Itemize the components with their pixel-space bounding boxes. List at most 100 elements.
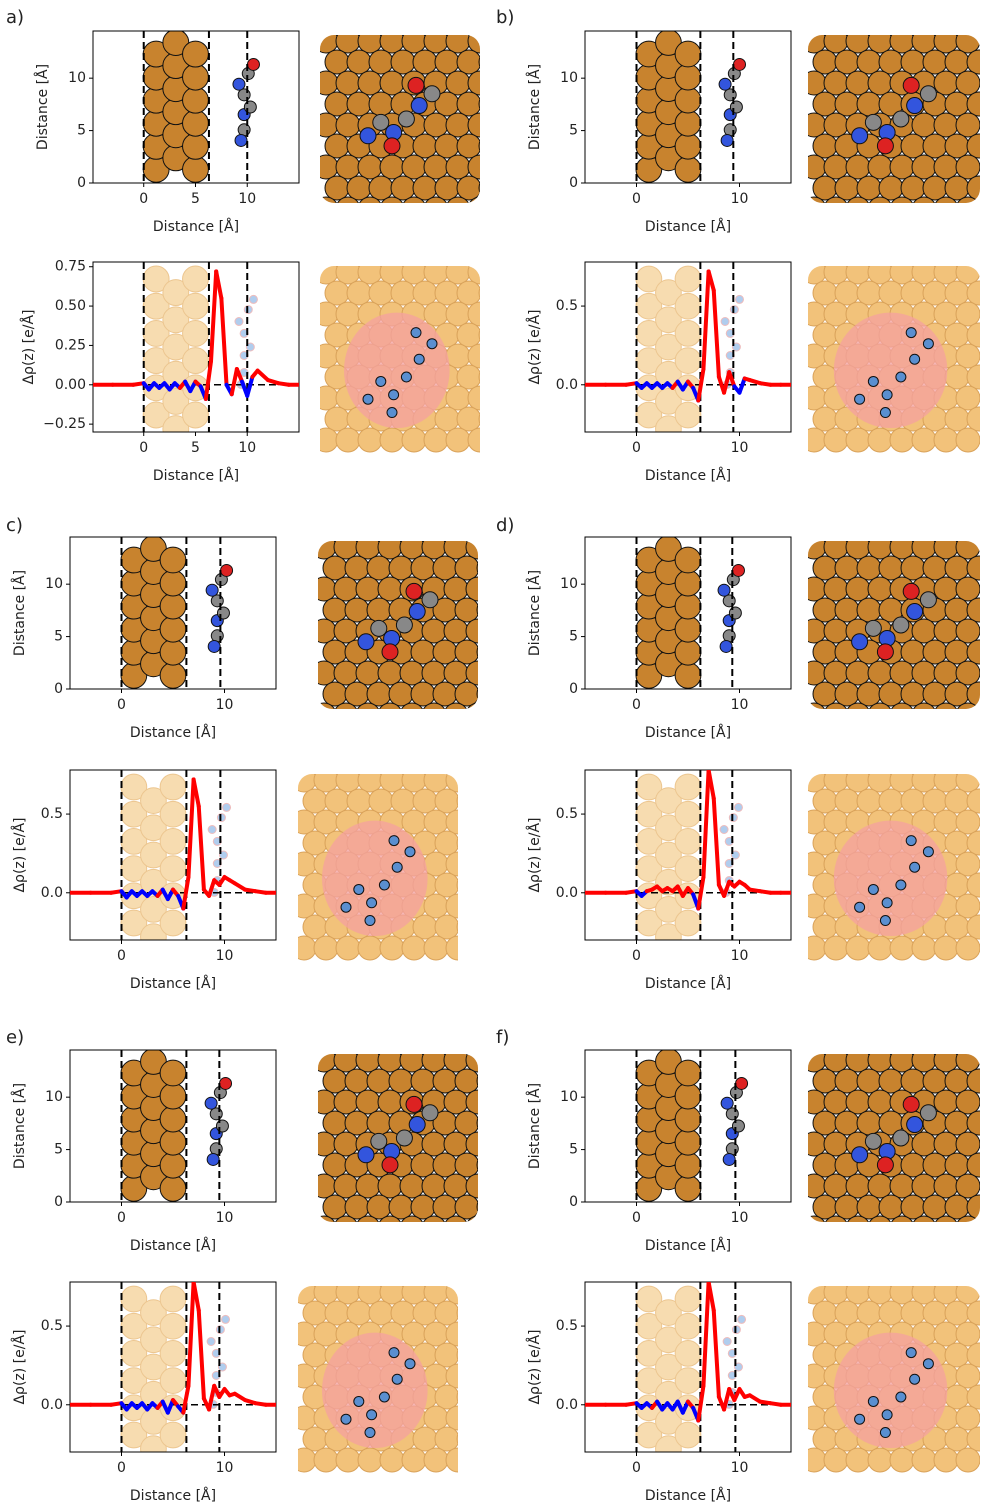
surface-atom — [812, 133, 838, 159]
x-axis-label: Distance [Å] — [153, 467, 239, 484]
surface-atom — [911, 660, 937, 686]
surface-atom — [401, 935, 427, 961]
molecule-atom — [728, 606, 742, 620]
slab-atom — [140, 787, 167, 814]
surface-atom — [867, 266, 893, 285]
surface-atom — [313, 1321, 339, 1347]
surface-atom — [900, 1194, 926, 1220]
y-axis-label: Distance [Å] — [34, 64, 51, 150]
surface-atom — [889, 427, 915, 453]
y-tick-label: 10 — [560, 576, 578, 592]
surface-atom — [346, 1300, 372, 1326]
y-tick-label: 0.0 — [41, 885, 63, 901]
surface-atom — [410, 1194, 436, 1220]
surface-atom — [845, 196, 871, 203]
x-tick-label: 10 — [731, 697, 749, 713]
molecule-atom — [395, 616, 413, 634]
surface-atom — [476, 597, 478, 623]
surface-atom — [445, 809, 458, 835]
panel-label: d) — [496, 515, 514, 536]
slab-atom — [159, 1421, 187, 1449]
surface-atom — [944, 1152, 970, 1178]
molecule-atom — [731, 342, 741, 352]
molecule-atom — [207, 639, 221, 653]
surface-atom — [955, 343, 980, 369]
surface-atom — [399, 1054, 425, 1073]
y-tick-label: 10 — [560, 1089, 578, 1105]
surface-atom — [423, 112, 449, 138]
top-view — [298, 774, 458, 961]
surface-atom — [377, 1054, 403, 1073]
surface-atom — [412, 280, 438, 306]
slab-atom — [635, 909, 663, 937]
surface-atom — [900, 1068, 926, 1094]
surface-atom — [357, 427, 383, 453]
surface-atom — [808, 541, 827, 560]
molecule-atom — [909, 861, 921, 873]
surface-atom — [812, 322, 838, 348]
surface-atom — [933, 427, 959, 453]
top-view — [808, 774, 980, 961]
y-tick-label: 10 — [68, 70, 86, 86]
molecule-atom — [413, 353, 425, 365]
surface-atom — [867, 541, 893, 560]
surface-atom — [944, 788, 970, 814]
slab-atom — [655, 415, 682, 432]
surface-atom — [467, 266, 480, 285]
surface-atom — [955, 893, 980, 919]
surface-atom — [377, 660, 403, 686]
molecule-atom — [730, 850, 740, 860]
surface-atom — [823, 1321, 849, 1347]
surface-atom — [823, 427, 849, 453]
surface-atom — [955, 809, 980, 835]
surface-atom — [808, 851, 827, 877]
surface-atom — [355, 576, 381, 602]
molecule-atom — [876, 643, 894, 661]
surface-atom — [955, 618, 980, 644]
surface-atom — [298, 935, 317, 961]
molecule-atom — [719, 639, 733, 653]
surface-atom — [812, 872, 838, 898]
axes-frame — [92, 30, 300, 184]
slab-atom — [674, 1105, 702, 1133]
surface-atom — [900, 681, 926, 707]
surface-atom — [320, 427, 339, 453]
surface-atom — [900, 1300, 926, 1326]
slab-atom — [140, 1326, 167, 1354]
surface-atom — [318, 1089, 337, 1115]
surface-atom — [357, 266, 383, 285]
surface-atom — [434, 1300, 458, 1326]
surface-atom — [445, 196, 471, 203]
slab-atom — [159, 1082, 187, 1110]
surface-atom — [324, 406, 350, 432]
surface-atom — [335, 112, 361, 138]
surface-atom — [966, 639, 980, 665]
surface-atom — [318, 576, 337, 602]
surface-atom — [421, 618, 447, 644]
surface-atom — [423, 774, 449, 793]
surface-atom — [443, 576, 469, 602]
axes-frame — [584, 769, 792, 941]
molecule-atom — [215, 1325, 225, 1335]
surface-atom — [808, 1089, 827, 1115]
surface-atom — [322, 555, 348, 581]
surface-atom — [933, 112, 959, 138]
surface-atom — [355, 541, 381, 560]
surface-atom — [335, 154, 361, 180]
surface-atom — [911, 1286, 937, 1305]
surface-atom — [313, 1447, 339, 1473]
surface-atom — [966, 1300, 980, 1326]
surface-atom — [867, 70, 893, 96]
molecule-atom — [902, 1095, 920, 1113]
slab-atom — [162, 360, 190, 388]
surface-atom — [955, 112, 980, 138]
slab-atom — [159, 1340, 187, 1367]
surface-atom — [478, 322, 480, 348]
surface-atom — [911, 1054, 937, 1073]
surface-atom — [911, 1215, 937, 1222]
surface-atom — [344, 681, 370, 707]
surface-atom — [966, 364, 980, 390]
surface-atom — [465, 541, 478, 560]
molecule-atom — [216, 813, 226, 823]
